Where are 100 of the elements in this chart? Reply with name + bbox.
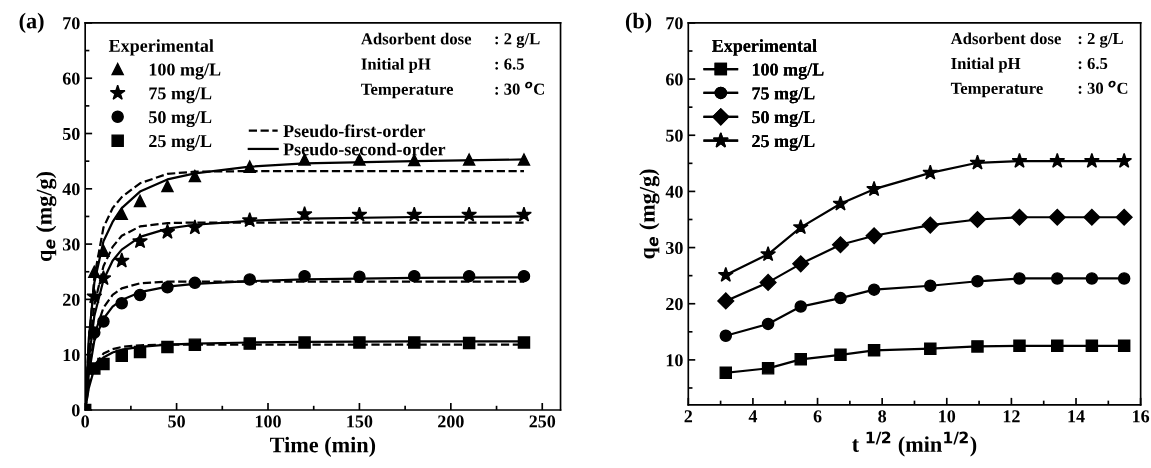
point [517,153,531,166]
point [115,349,128,363]
point [968,210,987,229]
point [1048,208,1066,226]
legend-label: 50 mg/L [149,111,212,128]
point [971,340,984,353]
point [834,348,847,362]
point [1010,208,1029,226]
y-tick-label: 20 [666,297,683,311]
legend-title: Experimental [712,39,817,56]
point [1011,152,1028,168]
point [1085,272,1099,285]
y-tick-label: 40 [62,183,80,196]
point [1051,272,1064,285]
point [1083,208,1101,226]
text: (a) [19,12,44,34]
point [406,206,423,222]
point [1116,152,1133,168]
text: (b) [625,12,652,34]
annotation: : 2 g/L [495,33,540,48]
point [969,154,986,170]
x-tick-label: 12 [1003,410,1020,423]
point [794,353,807,366]
point [159,223,176,239]
y-tick-label: 50 [666,129,683,142]
point [243,337,256,350]
y-tick-label: 10 [63,348,80,362]
point [866,180,883,197]
annotation: Adsorbent dose [361,32,472,45]
annotation: : 6.5 [1078,57,1108,70]
point [867,283,881,296]
point [1117,272,1131,285]
point [717,266,734,282]
y-tick-label: 30 [666,241,683,255]
point [241,211,258,228]
y-tick-label: 60 [666,73,683,86]
y-tick-label: 50 [62,127,80,140]
annotation: : 6.5 [495,58,524,70]
point [161,179,174,193]
point [834,291,847,305]
point [188,338,202,351]
annotation: Temperature [950,82,1043,98]
point [832,195,849,211]
point [719,366,733,380]
point [517,269,531,283]
point [1085,339,1099,353]
annotation: Initial pH [951,57,1021,73]
x-tick-label: 16 [1133,410,1150,423]
point [1049,152,1066,168]
x-axis-title: t $^{1/2}$ (min$^{1/2}$) [852,431,977,457]
annotation: Adsorbent dose [950,32,1061,45]
x-tick-label: 6 [813,410,822,423]
point [924,342,937,355]
point [115,297,128,310]
point [296,205,313,222]
point [133,194,147,208]
point [408,269,421,283]
point [462,153,476,166]
legend-label: Pseudo-first-order [283,124,426,138]
x-axis-title: Time (min) [270,436,376,457]
point [1051,339,1064,353]
legend-label: 75 mg/L [752,87,815,104]
legend-label: 75 mg/L [149,87,212,104]
y-tick-label: 30 [62,238,80,251]
point [1013,272,1026,285]
annotation: : 30 $^{o}$C [1078,80,1128,94]
y-axis-title: q$_{e}$ (mg/g) [639,169,660,259]
point [461,206,478,222]
point [353,336,366,349]
point [298,336,311,349]
x-tick-label: 150 [347,415,373,428]
legend-label: 25 mg/L [149,135,212,151]
point [1083,152,1100,168]
point [792,219,809,235]
legend-label: 100 mg/L [752,63,824,80]
annotation: Temperature [361,83,454,99]
point [298,269,311,283]
legend-label: Pseudo-second-order [283,142,446,156]
annotation: : 2 g/L [1078,32,1123,48]
legend-title: Experimental [108,39,214,56]
point [97,357,110,371]
annotation: Initial pH [361,57,431,74]
point [761,362,775,375]
y-tick-label: 10 [666,354,683,367]
y-tick-label: 20 [63,293,80,306]
x-tick-label: 250 [529,415,556,428]
point [921,216,939,234]
point [88,326,101,339]
x-tick-label: 10 [939,410,956,423]
x-tick-label: 100 [255,415,281,428]
point [408,336,421,349]
y-axis-title: q$_{e}$ (mg/g) [36,171,57,262]
point [1013,339,1026,353]
point [760,245,777,262]
y-tick-label: 70 [666,17,683,30]
point [759,273,777,291]
point [88,265,101,278]
point [97,244,110,257]
y-tick-label: 60 [62,72,80,85]
x-tick-label: 8 [878,410,887,423]
